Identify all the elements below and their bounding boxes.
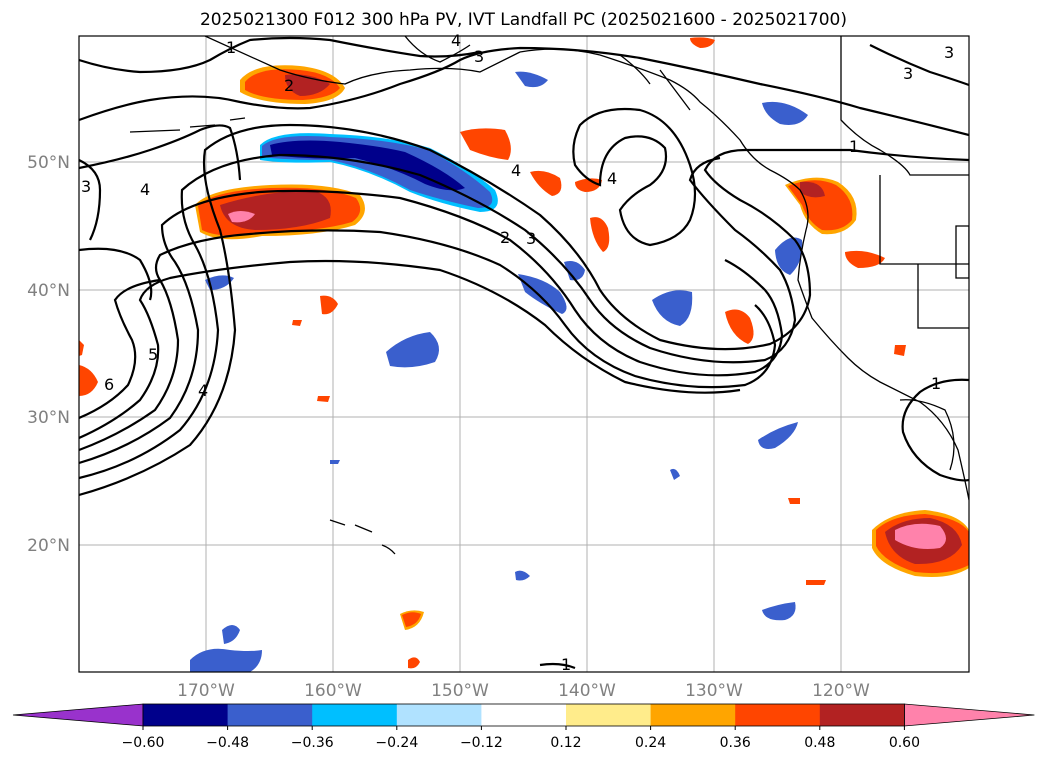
colorbar-segment — [312, 704, 398, 726]
colorbar-segment — [650, 704, 736, 726]
colorbar — [12, 703, 1035, 727]
contour-label: 1 — [226, 38, 236, 57]
colorbar-tick-label: −0.36 — [291, 735, 334, 751]
colorbar-segment — [396, 704, 482, 726]
colorbar-segment — [819, 704, 905, 726]
lat-label: 30°N — [27, 408, 70, 428]
colorbar-tick-label: 0.60 — [889, 735, 920, 751]
contour-label: 4 — [607, 169, 617, 188]
lon-label: 170°W — [177, 681, 235, 701]
contour-label: 4 — [451, 31, 461, 50]
longitude-labels: 170°W 160°W 150°W 140°W 130°W 120°W — [177, 681, 870, 701]
colorbar-labels: −0.60 −0.48 −0.36 −0.24 −0.12 0.12 0.24 0.36 0.4… — [122, 726, 920, 751]
contour-labels: 1 2 3 3 4 3 4 2 3 4 1 5 6 4 1 1 3 4 — [81, 31, 954, 674]
latitude-labels: 50°N 40°N 30°N 20°N — [27, 153, 70, 556]
colorbar-segment — [566, 704, 652, 726]
map-background — [79, 36, 969, 672]
lat-label: 20°N — [27, 536, 70, 556]
contour-label: 3 — [474, 47, 484, 66]
colorbar-tick-label: −0.12 — [460, 735, 503, 751]
colorbar-tick-label: −0.60 — [122, 735, 165, 751]
lon-label: 120°W — [812, 681, 870, 701]
lon-label: 150°W — [431, 681, 489, 701]
contour-label: 3 — [81, 177, 91, 196]
lon-label: 140°W — [558, 681, 616, 701]
map-title: 2025021300 F012 300 hPa PV, IVT Landfall… — [199, 10, 847, 30]
colorbar-tick-label: 0.36 — [720, 735, 751, 751]
colorbar-tick-label: −0.24 — [375, 735, 418, 751]
lon-label: 130°W — [685, 681, 743, 701]
colorbar-segment — [143, 704, 229, 726]
colorbar-min-extension — [12, 703, 144, 727]
contour-label: 3 — [903, 64, 913, 83]
gridlines — [79, 36, 969, 672]
coastlines — [129, 36, 969, 555]
colorbar-tick-label: −0.48 — [206, 735, 249, 751]
colorbar-tick-label: 0.48 — [804, 735, 835, 751]
contour-label: 1 — [931, 374, 941, 393]
lat-label: 50°N — [27, 153, 70, 173]
negative-anomaly-shading — [190, 71, 808, 672]
colorbar-tick-label: 0.24 — [635, 735, 666, 751]
contour-label: 3 — [944, 43, 954, 62]
lat-label: 40°N — [27, 281, 70, 301]
contour-label: 5 — [148, 345, 158, 364]
contour-label: 1 — [561, 655, 571, 674]
lon-label: 160°W — [304, 681, 362, 701]
colorbar-segment — [735, 704, 821, 726]
pv-contours — [79, 36, 969, 670]
colorbar-outline — [142, 703, 905, 727]
positive-anomaly-shading — [79, 37, 969, 669]
contour-label: 2 — [500, 228, 510, 247]
contour-label: 4 — [198, 381, 208, 400]
colorbar-tick-label: 0.12 — [550, 735, 581, 751]
colorbar-segment — [481, 704, 567, 726]
contour-label: 4 — [511, 161, 521, 180]
contour-label: 2 — [284, 76, 294, 95]
map-frame — [78, 35, 970, 673]
contour-label: 4 — [140, 180, 150, 199]
contour-label: 3 — [526, 229, 536, 248]
contour-label: 6 — [104, 375, 114, 394]
contour-label: 1 — [849, 137, 859, 156]
colorbar-max-extension — [904, 703, 1035, 727]
colorbar-segment — [227, 704, 313, 726]
